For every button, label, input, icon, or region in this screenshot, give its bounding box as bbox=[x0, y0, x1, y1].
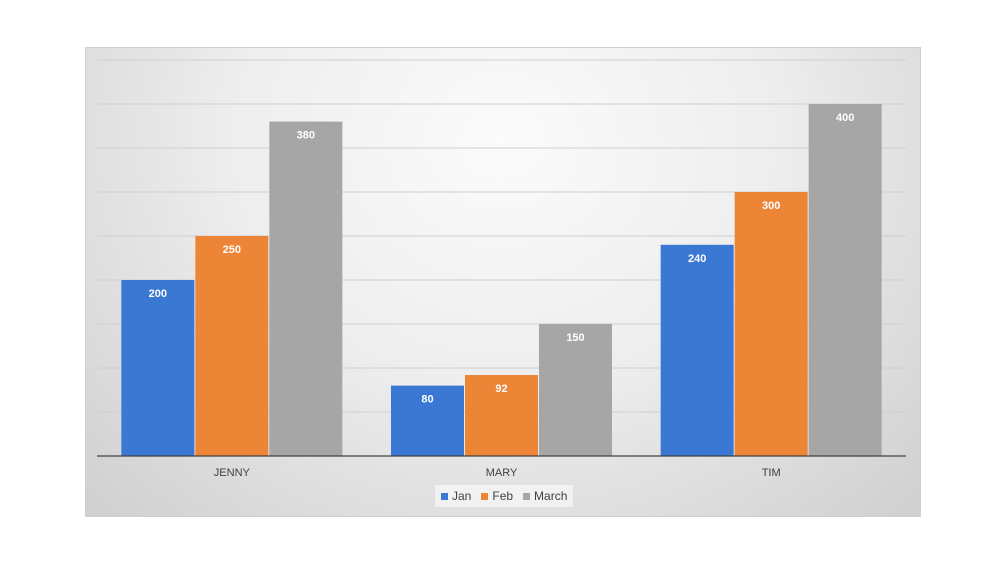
data-label: 80 bbox=[421, 394, 433, 406]
bar-jan-jenny bbox=[121, 280, 195, 456]
legend-item-jan: Jan bbox=[441, 489, 471, 503]
bar-march-mary bbox=[539, 324, 612, 456]
bar-jan-mary bbox=[391, 385, 464, 456]
bar-march-tim bbox=[808, 104, 882, 456]
x-tick-label: MARY bbox=[486, 467, 518, 479]
data-label: 380 bbox=[297, 130, 315, 142]
legend-label-march: March bbox=[534, 489, 568, 503]
bar-march-jenny bbox=[269, 121, 343, 456]
data-label: 92 bbox=[495, 383, 507, 395]
data-label: 250 bbox=[223, 244, 241, 256]
legend-label-feb: Feb bbox=[492, 489, 514, 503]
bar-feb-mary bbox=[465, 375, 538, 456]
x-tick-label: TIM bbox=[762, 467, 781, 479]
legend-swatch-jan bbox=[441, 492, 448, 500]
data-label: 300 bbox=[762, 200, 780, 212]
legend-item-feb: Feb bbox=[481, 489, 513, 503]
data-label: 400 bbox=[836, 112, 854, 124]
legend-label-jan: Jan bbox=[452, 489, 472, 503]
legend: Jan Feb March bbox=[435, 485, 574, 507]
legend-swatch-feb bbox=[481, 492, 489, 500]
data-label: 200 bbox=[149, 288, 167, 300]
legend-item-march: March bbox=[523, 489, 567, 503]
bar-feb-tim bbox=[734, 192, 808, 456]
data-label: 150 bbox=[566, 332, 584, 344]
data-label: 240 bbox=[688, 253, 706, 265]
legend-swatch-march bbox=[523, 492, 531, 500]
x-tick-label: JENNY bbox=[214, 467, 251, 479]
bar-jan-tim bbox=[660, 244, 734, 456]
bar-feb-jenny bbox=[195, 236, 269, 456]
